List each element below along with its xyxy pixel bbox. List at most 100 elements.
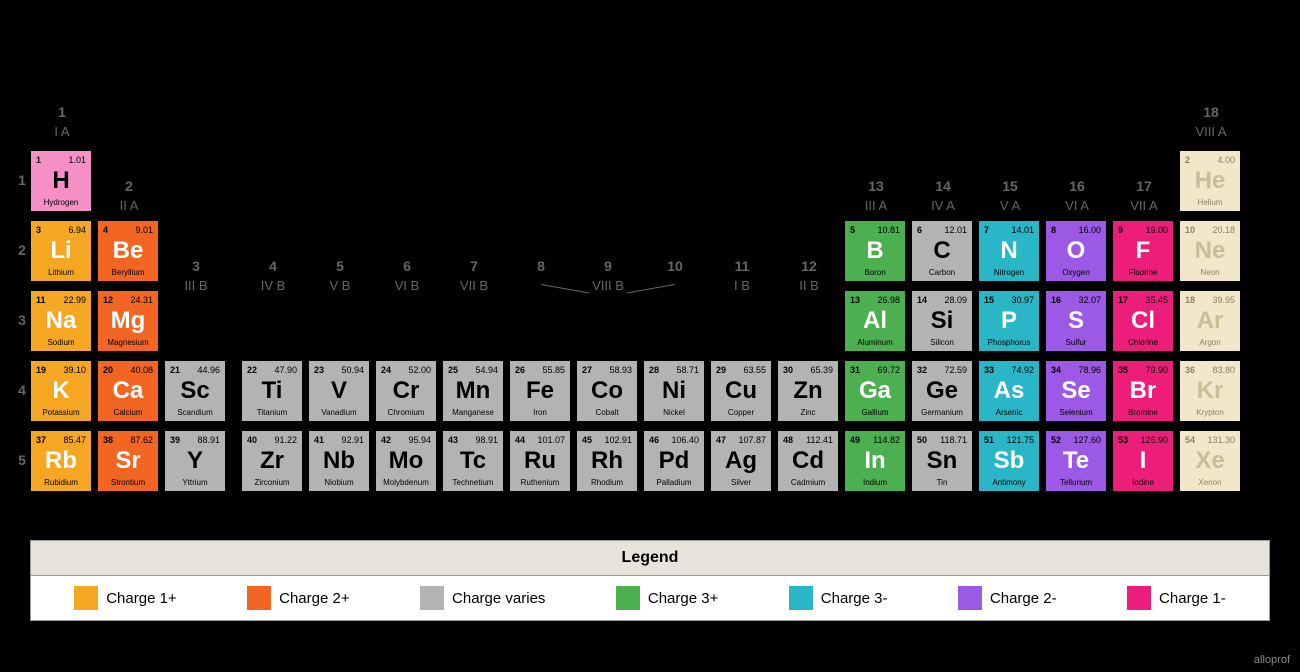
atomic-number: 20 — [103, 365, 113, 375]
atomic-mass: 9.01 — [135, 225, 153, 235]
element-name: Strontium — [98, 478, 158, 487]
atomic-number: 1 — [36, 155, 41, 165]
atomic-number: 6 — [917, 225, 922, 235]
group-number: 16 — [1045, 178, 1109, 194]
element-name: Neon — [1180, 268, 1240, 277]
atomic-mass: 88.91 — [197, 435, 220, 445]
element-o: 816.00OOxygen — [1045, 220, 1107, 282]
atomic-number: 18 — [1185, 295, 1195, 305]
atomic-mass: 114.82 — [873, 435, 900, 445]
element-name: Scandium — [165, 408, 225, 417]
element-ru: 44101.07RuRuthenium — [509, 430, 571, 492]
atomic-mass: 12.01 — [944, 225, 967, 235]
atomic-mass: 55.85 — [542, 365, 565, 375]
element-k: 1939.10KPotassium — [30, 360, 92, 422]
atomic-mass: 79.90 — [1145, 365, 1168, 375]
element-symbol: Mn — [443, 377, 503, 405]
atomic-mass: 106.40 — [671, 435, 699, 445]
atomic-mass: 16.00 — [1078, 225, 1101, 235]
element-name: Zinc — [778, 408, 838, 417]
group-roman: V B — [308, 278, 372, 293]
atomic-mass: 52.00 — [408, 365, 431, 375]
element-symbol: C — [912, 237, 972, 265]
element-symbol: As — [979, 377, 1039, 405]
element-symbol: Ti — [242, 377, 302, 405]
element-name: Titanium — [242, 408, 302, 417]
element-symbol: H — [31, 167, 91, 195]
element-symbol: Pd — [644, 447, 704, 475]
atomic-number: 7 — [984, 225, 989, 235]
atomic-mass: 92.91 — [341, 435, 364, 445]
atomic-mass: 121.75 — [1006, 435, 1034, 445]
group-roman: V A — [978, 198, 1042, 213]
element-symbol: Sn — [912, 447, 972, 475]
element-symbol: Se — [1046, 377, 1106, 405]
atomic-number: 44 — [515, 435, 525, 445]
element-symbol: Ag — [711, 447, 771, 475]
element-symbol: Cr — [376, 377, 436, 405]
group-roman: VIII A — [1179, 124, 1243, 139]
element-symbol: Li — [31, 237, 91, 265]
element-name: Carbon — [912, 268, 972, 277]
element-symbol: I — [1113, 447, 1173, 475]
legend-swatch — [247, 586, 271, 610]
atomic-mass: 6.94 — [68, 225, 86, 235]
atomic-mass: 85.47 — [63, 435, 86, 445]
group-number: 17 — [1112, 178, 1176, 194]
atomic-number: 47 — [716, 435, 726, 445]
atomic-mass: 28.09 — [944, 295, 967, 305]
element-symbol: Cu — [711, 377, 771, 405]
element-b: 510.81BBoron — [844, 220, 906, 282]
group-number: 3 — [164, 258, 228, 274]
element-kr: 3683.80KrKrypton — [1179, 360, 1241, 422]
element-ga: 3169.72GaGallium — [844, 360, 906, 422]
element-name: Silver — [711, 478, 771, 487]
element-fe: 2655.85FeIron — [509, 360, 571, 422]
element-symbol: Rh — [577, 447, 637, 475]
atomic-number: 37 — [36, 435, 46, 445]
element-symbol: In — [845, 447, 905, 475]
atomic-mass: 26.98 — [877, 295, 900, 305]
atomic-mass: 20.18 — [1212, 225, 1235, 235]
atomic-mass: 14.01 — [1011, 225, 1034, 235]
element-symbol: Al — [845, 307, 905, 335]
element-mo: 4295.94MoMolybdenum — [375, 430, 437, 492]
atomic-number: 11 — [36, 295, 46, 305]
element-ne: 1020.18NeNeon — [1179, 220, 1241, 282]
atomic-mass: 65.39 — [810, 365, 833, 375]
element-symbol: Ne — [1180, 237, 1240, 265]
group-roman: VII B — [442, 278, 506, 293]
element-nb: 4192.91NbNiobium — [308, 430, 370, 492]
element-ge: 3272.59GeGermanium — [911, 360, 973, 422]
element-te: 52127.60TeTellurium — [1045, 430, 1107, 492]
atomic-number: 53 — [1118, 435, 1128, 445]
element-symbol: Te — [1046, 447, 1106, 475]
element-mn: 2554.94MnManganese — [442, 360, 504, 422]
element-cr: 2452.00CrChromium — [375, 360, 437, 422]
element-symbol: Ni — [644, 377, 704, 405]
element-name: Calcium — [98, 408, 158, 417]
element-sb: 51121.75SbAntimony — [978, 430, 1040, 492]
element-symbol: Mo — [376, 447, 436, 475]
atomic-mass: 112.41 — [806, 435, 833, 445]
legend-item: Charge varies — [420, 586, 545, 610]
element-name: Silicon — [912, 338, 972, 347]
element-li: 36.94LiLithium — [30, 220, 92, 282]
element-co: 2758.93CoCobalt — [576, 360, 638, 422]
element-name: Potassium — [31, 408, 91, 417]
element-xe: 54131.30XeXenon — [1179, 430, 1241, 492]
atomic-number: 26 — [515, 365, 525, 375]
legend-swatch — [958, 586, 982, 610]
group-number: 12 — [777, 258, 841, 274]
row-label: 1 — [12, 172, 32, 188]
element-symbol: Mg — [98, 307, 158, 335]
element-name: Oxygen — [1046, 268, 1106, 277]
element-br: 3579.90BrBromine — [1112, 360, 1174, 422]
element-name: Krypton — [1180, 408, 1240, 417]
element-name: Bromine — [1113, 408, 1173, 417]
element-symbol: Tc — [443, 447, 503, 475]
element-zn: 3065.39ZnZinc — [777, 360, 839, 422]
group-roman: VI A — [1045, 198, 1109, 213]
atomic-mass: 58.71 — [676, 365, 699, 375]
row-label: 3 — [12, 312, 32, 328]
